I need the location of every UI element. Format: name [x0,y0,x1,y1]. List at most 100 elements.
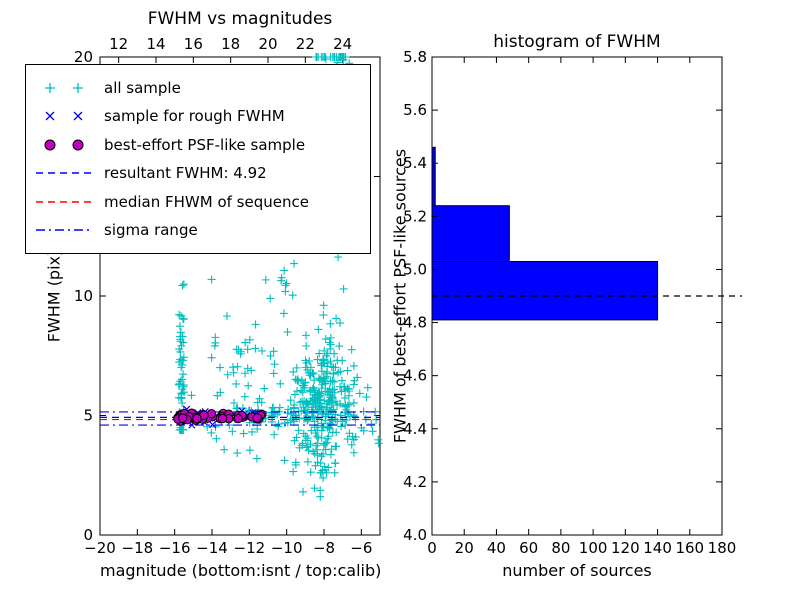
scatter-point [323,423,332,432]
scatter-point [317,367,326,376]
scatter-point [301,331,310,340]
scatter-point [216,363,225,372]
left-xaxis-label: magnitude (bottom:isnt / top:calib) [100,561,382,580]
legend-item-label: all sample [104,78,181,97]
scatter-point [299,381,308,390]
scatter-point [317,433,326,442]
dashdot-line-icon [36,229,92,232]
scatter-point [294,426,303,435]
scatter-point [289,417,298,426]
scatter-point [175,425,184,434]
scatter-point [294,407,303,416]
scatter-point [307,426,316,435]
scatter-point [281,287,290,296]
circle-marker-icon [44,139,84,151]
scatter-point [292,363,301,372]
scatter-point [245,335,254,344]
scatter-point [266,351,275,360]
legend-item-rough-fwhm-sample: sample for rough FWHM [26,107,370,125]
scatter-point [349,398,358,407]
scatter-point [316,486,325,495]
scatter-point [313,445,322,454]
scatter-point [350,376,359,385]
tick-label: −10 [271,539,303,557]
scatter-point [289,404,298,413]
scatter-point [179,315,188,324]
scatter-point [335,342,344,351]
scatter-point [207,428,216,437]
scatter-point [315,349,324,358]
scatter-point [316,375,325,384]
scatter-point [332,314,341,323]
scatter-point [207,275,216,284]
tick-label: 4.6 [403,367,427,385]
scatter-point [319,449,328,458]
scatter-point [323,368,332,377]
scatter-point [298,388,307,397]
scatter-point [175,379,184,388]
tick-label: 5.4 [403,154,427,172]
tick-label: 20 [258,35,277,53]
scatter-point [286,396,295,405]
scatter-point [290,390,299,399]
scatter-point [241,369,250,378]
scatter-point [298,397,307,406]
scatter-point [336,411,345,420]
histogram-bar [431,205,510,262]
scatter-point [349,361,358,370]
tick-label: 22 [296,35,315,53]
dashed-line-icon [36,201,92,203]
scatter-point [280,266,289,275]
scatter-point [315,405,324,414]
scatter-point [174,380,183,389]
scatter-point [269,369,278,378]
scatter-point [367,420,376,429]
scatter-point [323,434,332,443]
tick-label: 5.2 [403,207,427,225]
scatter-point [216,388,225,397]
tick-label: 0 [83,526,93,544]
scatter-point [317,419,326,428]
scatter-point [325,419,334,428]
scatter-point [251,320,260,329]
scatter-point [343,435,352,444]
scatter-point [316,468,325,477]
tick-label: 0 [427,539,437,557]
x-marker-icon [45,111,83,121]
tick-label: −16 [159,539,191,557]
legend-item-label: sigma range [104,221,198,240]
scatter-point [332,428,341,437]
scatter-point [333,401,342,410]
scatter-point [295,443,304,452]
scatter-point [314,374,323,383]
scatter-point [330,468,339,477]
scatter-point [244,381,253,390]
tick-label: −12 [234,539,266,557]
scatter-point [337,376,346,385]
scatter-point [289,367,298,376]
scatter-point [362,393,371,402]
right-plot-title: histogram of FWHM [493,32,661,52]
scatter-point [211,338,220,347]
scatter-point [177,341,186,350]
scatter-point [228,363,237,372]
tick-label: 24 [333,35,352,53]
scatter-point [326,319,335,328]
histogram-bar [431,260,659,321]
legend-item-label: resultant FWHM: 4.92 [104,164,267,183]
scatter-point [253,425,262,433]
scatter-point [223,370,232,379]
scatter-point [328,376,337,385]
scatter-point [337,422,346,431]
tick-label: −14 [196,539,228,557]
scatter-point [347,345,356,354]
tick-label: 12 [109,35,128,53]
scatter-point [374,435,383,444]
scatter-point [339,284,348,293]
scatter-point [187,391,196,400]
scatter-point [248,427,257,436]
scatter-point [334,368,343,377]
scatter-point [301,432,310,441]
scatter-point [280,419,289,428]
scatter-point [314,325,323,334]
